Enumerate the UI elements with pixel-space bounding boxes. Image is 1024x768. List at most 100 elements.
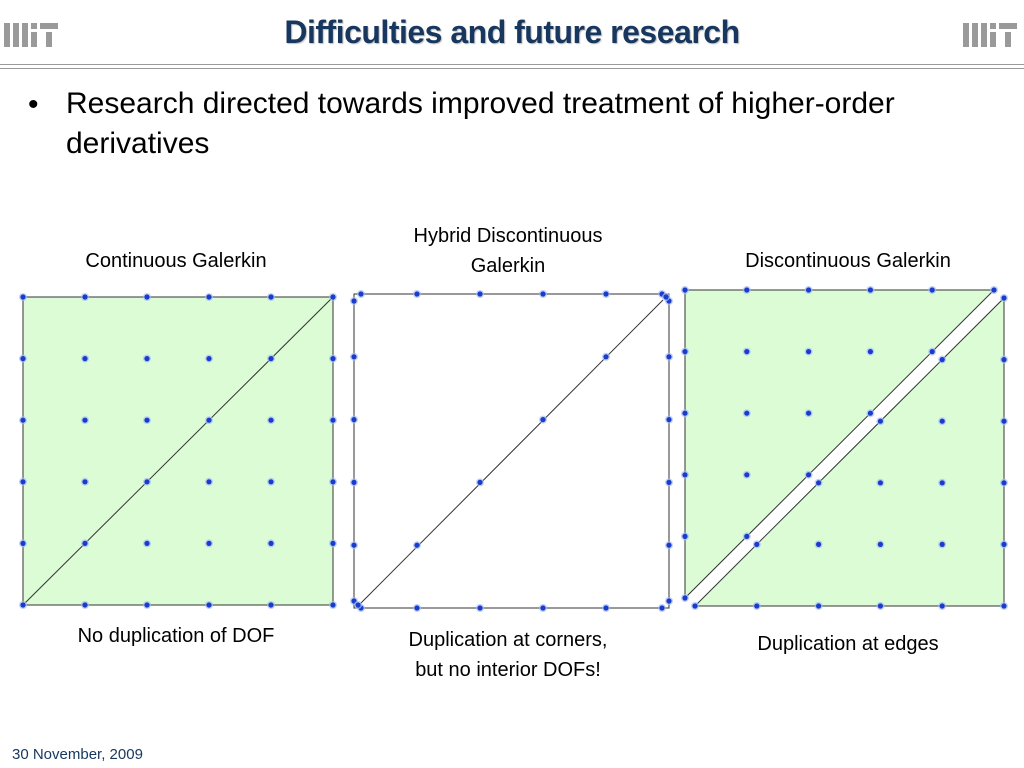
- dof-node: [1001, 603, 1007, 609]
- dof-node: [867, 349, 874, 355]
- label-discontinuous-galerkin: Discontinuous Galerkin: [745, 250, 951, 272]
- dof-node: [330, 417, 336, 423]
- dof-node: [867, 287, 874, 293]
- dof-node: [206, 294, 212, 300]
- dof-node: [206, 602, 212, 608]
- dof-node: [939, 541, 945, 548]
- dof-node: [991, 287, 997, 293]
- bullet-marker: •: [28, 88, 39, 121]
- dof-node: [82, 540, 88, 547]
- dof-node: [754, 603, 760, 609]
- dof-node: [692, 603, 698, 609]
- dof-node: [330, 294, 336, 300]
- dof-node: [206, 479, 212, 485]
- dof-node: [351, 542, 357, 548]
- label-hybrid-dg-line2: Galerkin: [470, 255, 546, 277]
- dof-node: [206, 417, 212, 423]
- dof-node: [1001, 357, 1007, 363]
- dof-node: [682, 595, 688, 601]
- dof-node: [816, 541, 822, 548]
- dof-node: [806, 349, 812, 355]
- dof-node: [682, 410, 688, 416]
- dof-node: [682, 349, 688, 355]
- dof-node: [540, 605, 546, 611]
- dof-node: [806, 410, 812, 416]
- element-triangle-lower: [693, 296, 1005, 607]
- dof-node: [330, 356, 336, 362]
- dof-node: [877, 603, 884, 609]
- dof-node: [1001, 541, 1007, 548]
- dof-node: [744, 287, 750, 293]
- dof-node: [744, 349, 750, 355]
- caption-continuous-galerkin: No duplication of DOF: [77, 625, 275, 647]
- label-continuous-galerkin: Continuous Galerkin: [85, 250, 267, 272]
- dof-node: [929, 349, 935, 355]
- dof-node: [82, 479, 88, 485]
- dof-node: [744, 410, 750, 416]
- dof-node: [144, 417, 150, 423]
- dof-node: [877, 541, 884, 548]
- dof-node: [330, 602, 336, 608]
- dof-node: [82, 294, 88, 300]
- caption-discontinuous-galerkin: Duplication at edges: [757, 633, 939, 655]
- caption-hybrid-dg-line1: Duplication at corners,: [408, 629, 608, 651]
- dof-node: [20, 294, 26, 300]
- dof-node: [477, 605, 483, 611]
- dof-node: [351, 417, 357, 423]
- hybrid-dg-mesh: [350, 290, 673, 612]
- dof-node: [268, 417, 274, 423]
- dof-node: [603, 354, 609, 360]
- dof-node: [206, 356, 212, 362]
- dof-node: [351, 354, 357, 360]
- dof-node: [754, 541, 760, 548]
- dof-node: [877, 480, 884, 486]
- dof-node: [355, 602, 361, 608]
- dof-node: [351, 298, 357, 304]
- element-diagonal: [22, 296, 334, 606]
- dof-node: [540, 417, 546, 423]
- dof-node: [477, 291, 483, 297]
- footer-date: 30 November, 2009: [12, 746, 143, 763]
- dof-node: [663, 294, 669, 300]
- dof-node: [268, 540, 274, 547]
- dof-node: [82, 417, 88, 423]
- title-divider: [0, 68, 1024, 69]
- dof-node: [744, 472, 750, 478]
- element-triangle-upper: [684, 289, 996, 600]
- dof-node: [144, 479, 150, 485]
- dof-node: [666, 598, 672, 604]
- dof-node: [477, 479, 483, 485]
- element-diagonal: [359, 299, 664, 605]
- dof-node: [144, 294, 150, 300]
- title-divider: [0, 64, 1024, 65]
- dof-node: [82, 356, 88, 362]
- dof-node: [682, 287, 688, 293]
- dof-node: [939, 418, 945, 424]
- dof-node: [666, 354, 672, 360]
- dof-node: [20, 356, 26, 362]
- dof-node: [666, 542, 672, 548]
- dof-node: [939, 357, 945, 363]
- dof-node: [929, 287, 935, 293]
- dof-node: [414, 291, 420, 297]
- dof-node: [330, 479, 336, 485]
- dof-node: [20, 479, 26, 485]
- dof-node: [603, 291, 609, 297]
- dof-node: [330, 540, 336, 547]
- caption-hybrid-dg-line2: but no interior DOFs!: [415, 659, 601, 681]
- dof-node: [816, 480, 822, 486]
- mit-logo-icon: [963, 23, 1017, 47]
- dof-node: [358, 291, 364, 297]
- dof-node: [206, 540, 212, 547]
- dof-node: [82, 602, 88, 608]
- dof-node: [1001, 480, 1007, 486]
- dof-node: [540, 291, 546, 297]
- dof-node: [144, 356, 150, 362]
- dof-node: [682, 533, 688, 540]
- dof-node: [806, 472, 812, 478]
- dof-node: [666, 479, 672, 485]
- dof-node: [744, 533, 750, 540]
- dof-node: [939, 603, 945, 609]
- dof-node: [806, 287, 812, 293]
